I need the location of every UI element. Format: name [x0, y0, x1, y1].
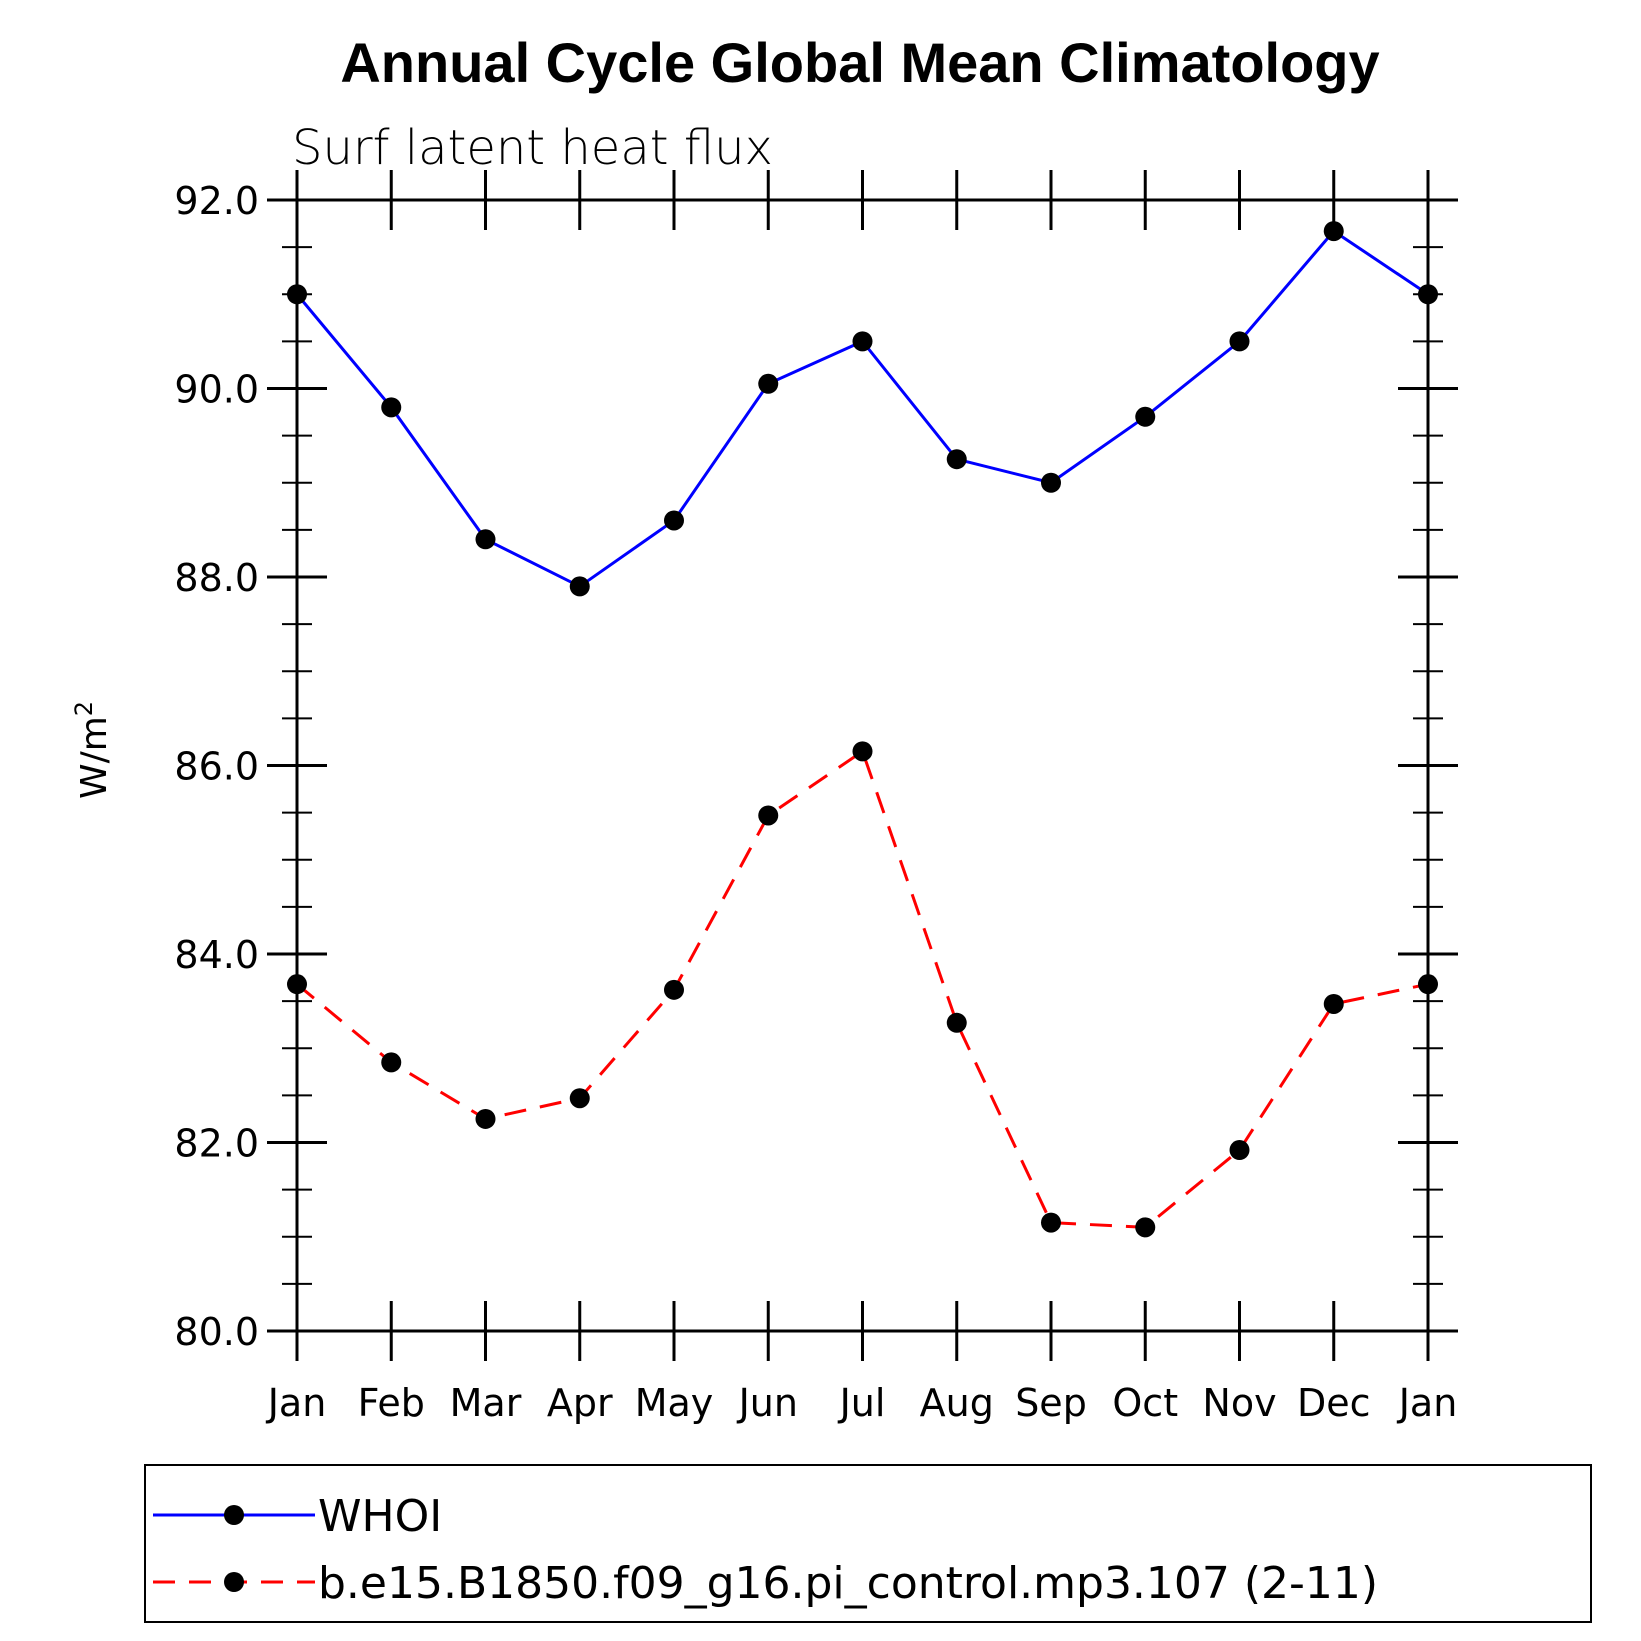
series-1-point	[1323, 221, 1344, 242]
y-tick-label: 82.0	[174, 1122, 259, 1166]
series-1-point	[852, 331, 873, 352]
series-line-2	[296, 749, 1429, 1229]
series-layer	[287, 221, 1438, 1238]
y-tick-label: 90.0	[174, 368, 259, 412]
x-tick-label: Nov	[1202, 1381, 1276, 1425]
legend-label-1: WHOI	[318, 1491, 442, 1542]
series-2-point	[758, 805, 779, 826]
x-tick-label: Jan	[266, 1381, 327, 1425]
x-tick-label: Jan	[1397, 1381, 1458, 1425]
y-axis-label: W/m2	[70, 701, 115, 799]
series-2-point	[381, 1052, 402, 1073]
series-1-point	[287, 284, 307, 305]
series-2-point	[946, 1012, 967, 1033]
x-tick-label: Dec	[1297, 1381, 1371, 1425]
series-1-point	[664, 510, 684, 531]
y-tick-label: 80.0	[174, 1310, 259, 1354]
y-tick-label: 88.0	[174, 556, 259, 600]
series-2-point	[1229, 1140, 1250, 1161]
series-2-point	[569, 1088, 590, 1109]
x-tick-label: Apr	[547, 1381, 613, 1425]
y-axis-label-main: W/m	[74, 716, 115, 799]
axes: 80.0 82.0 84.0 86.0 88.0 90.0 92.0 Jan Feb Mar Apr…	[174, 170, 1458, 1425]
x-tick-label: Jun	[737, 1381, 798, 1425]
y-tick-label: 86.0	[174, 745, 259, 789]
series-line-1	[295, 229, 1429, 589]
series-2-point	[1418, 974, 1438, 995]
series-2-point	[287, 974, 307, 995]
x-tick-label: Feb	[358, 1381, 425, 1425]
x-tick-label: Oct	[1112, 1381, 1178, 1425]
series-2-point	[852, 741, 873, 762]
series-1-point	[381, 397, 402, 418]
series-2-point	[1135, 1217, 1156, 1238]
series-1-point	[475, 529, 496, 550]
legend-marker-1	[224, 1505, 244, 1525]
series-1-point	[569, 576, 590, 597]
series-1-point	[758, 373, 779, 394]
legend-marker-2	[224, 1572, 244, 1592]
chart-subtitle: Surf latent heat flux	[292, 120, 773, 176]
series-1-point	[1041, 472, 1061, 493]
series-2-point	[1323, 993, 1344, 1014]
series-1-point	[1135, 406, 1156, 427]
series-2-point	[1041, 1212, 1061, 1233]
legend-label-2: b.e15.B1850.f09_g16.pi_control.mp3.107 (…	[318, 1558, 1378, 1609]
y-tick-label: 92.0	[174, 179, 259, 223]
series-2-point	[475, 1108, 496, 1129]
chart-title: Annual Cycle Global Mean Climatology	[340, 31, 1379, 94]
series-1-point	[946, 449, 967, 470]
series-1-point	[1229, 331, 1250, 352]
x-tick-label: Jul	[838, 1381, 886, 1425]
series-1-point	[1418, 284, 1438, 305]
x-tick-label: May	[635, 1381, 714, 1425]
series-2-point	[664, 979, 684, 1000]
x-tick-label: Sep	[1015, 1381, 1087, 1425]
x-tick-label: Aug	[920, 1381, 994, 1425]
y-axis-label-superscript: 2	[70, 701, 98, 716]
legend: WHOI b.e15.B1850.f09_g16.pi_control.mp3.1…	[144, 1464, 1592, 1623]
legend-box	[144, 1464, 1592, 1623]
x-tick-label: Mar	[450, 1381, 522, 1425]
y-tick-label: 84.0	[174, 933, 259, 977]
plot-frame	[295, 198, 1430, 1333]
